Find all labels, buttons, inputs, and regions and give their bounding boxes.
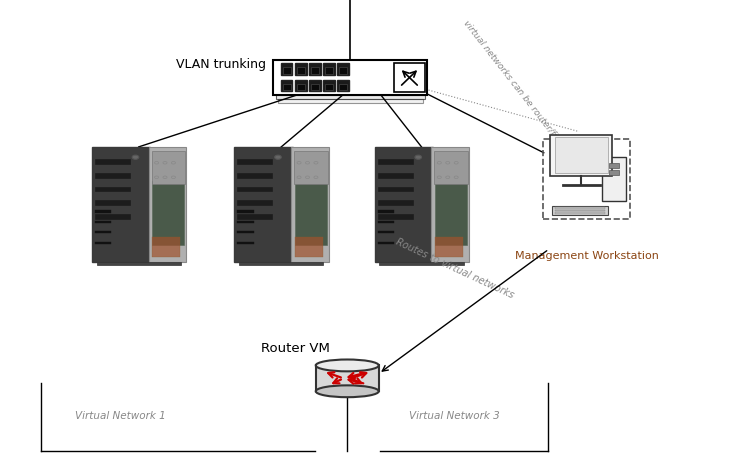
Bar — [94, 242, 111, 243]
Bar — [237, 231, 254, 233]
Text: Router VM: Router VM — [261, 342, 330, 355]
Bar — [555, 210, 605, 211]
Bar — [274, 60, 428, 95]
Bar — [325, 67, 333, 74]
Bar — [339, 67, 347, 74]
Bar — [431, 147, 469, 262]
Text: Virtual Network 3: Virtual Network 3 — [409, 411, 500, 421]
Bar — [94, 221, 111, 223]
Bar — [295, 181, 327, 245]
Bar — [94, 214, 130, 219]
Bar — [94, 211, 111, 212]
Bar — [378, 214, 412, 219]
Bar — [552, 206, 608, 215]
Bar — [609, 163, 619, 168]
Bar — [378, 187, 412, 191]
Bar — [394, 63, 424, 93]
Bar — [555, 137, 608, 173]
Ellipse shape — [316, 385, 379, 397]
Bar — [435, 181, 466, 245]
Bar — [94, 200, 130, 205]
Bar — [152, 181, 184, 245]
Text: Management Workstation: Management Workstation — [514, 251, 658, 261]
Bar — [311, 67, 319, 74]
Bar — [237, 173, 272, 178]
Bar — [325, 84, 333, 90]
Text: virtual networks can be router/firewall...: virtual networks can be router/firewall.… — [462, 19, 580, 167]
Bar — [555, 212, 605, 214]
Bar — [309, 79, 321, 91]
Bar — [435, 237, 463, 258]
Bar — [550, 135, 612, 176]
Bar — [152, 151, 185, 184]
Bar — [378, 173, 412, 178]
Bar — [278, 99, 423, 103]
Bar — [237, 214, 272, 219]
Bar — [237, 221, 254, 223]
Circle shape — [415, 155, 422, 159]
Bar — [378, 242, 394, 243]
Bar — [97, 262, 181, 265]
Bar — [311, 84, 319, 90]
Bar — [323, 63, 334, 75]
Bar — [234, 147, 292, 262]
Bar — [380, 262, 464, 265]
Bar — [378, 159, 412, 164]
Bar — [237, 159, 272, 164]
Bar — [295, 79, 307, 91]
Bar — [237, 211, 254, 212]
Bar — [375, 147, 433, 262]
Bar — [602, 157, 626, 201]
Bar — [316, 366, 379, 391]
Bar — [309, 63, 321, 75]
Bar — [92, 147, 150, 262]
Text: Virtual Network 1: Virtual Network 1 — [75, 411, 166, 421]
Bar — [148, 147, 186, 262]
Bar — [434, 151, 468, 184]
Circle shape — [132, 155, 139, 159]
Bar — [378, 211, 394, 212]
Text: Routes to virtual networks: Routes to virtual networks — [394, 237, 515, 301]
Bar — [294, 151, 328, 184]
Bar — [378, 221, 394, 223]
Bar — [338, 63, 349, 75]
Bar — [152, 237, 180, 258]
Bar — [94, 187, 130, 191]
Bar — [237, 187, 272, 191]
Bar — [555, 207, 605, 209]
Bar — [239, 262, 323, 265]
Bar — [281, 79, 292, 91]
Bar — [283, 84, 291, 90]
Bar — [281, 63, 292, 75]
Bar — [378, 200, 412, 205]
Bar — [338, 79, 349, 91]
Bar — [295, 63, 307, 75]
Bar — [295, 237, 322, 258]
Text: VLAN trunking: VLAN trunking — [176, 58, 266, 71]
Bar — [378, 231, 394, 233]
Bar — [291, 147, 328, 262]
Bar — [276, 95, 424, 99]
Bar — [609, 170, 619, 174]
Bar — [339, 84, 347, 90]
Bar — [237, 200, 272, 205]
Bar — [283, 67, 291, 74]
Bar — [237, 242, 254, 243]
Bar — [543, 139, 630, 219]
Bar — [94, 159, 130, 164]
Bar — [94, 173, 130, 178]
Circle shape — [274, 155, 281, 159]
Bar — [297, 67, 304, 74]
Bar — [323, 79, 334, 91]
Bar — [297, 84, 304, 90]
Bar — [94, 231, 111, 233]
Ellipse shape — [316, 360, 379, 371]
